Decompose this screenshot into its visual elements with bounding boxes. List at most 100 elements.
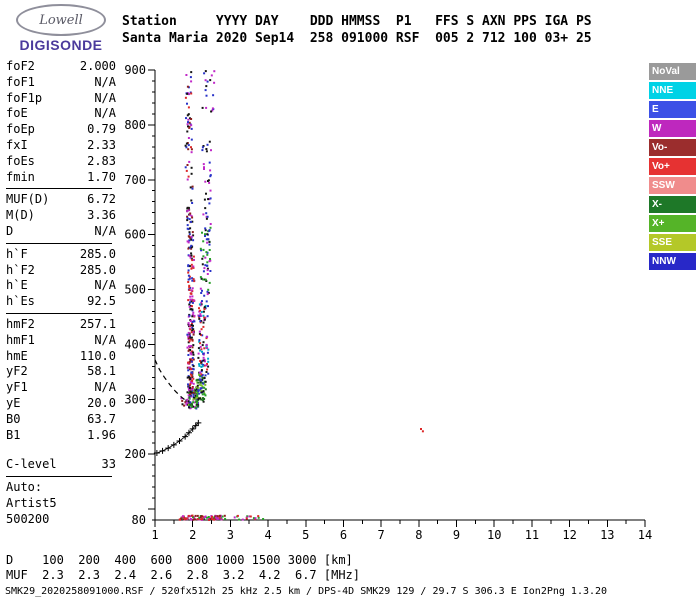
param-label: D — [6, 223, 14, 238]
param-row-hes: h`Es 92.5 — [6, 294, 116, 310]
param-row-foe: foE N/A — [6, 106, 116, 122]
param-row-clevel: C-level 33 — [6, 457, 116, 473]
param-row-hme: hmE 110.0 — [6, 349, 116, 365]
param-label: fmin — [6, 169, 35, 184]
doppler-direction-legend: NoVal NNE E W Vo- Vo+ SSW X- X+ SSE NNW — [649, 63, 696, 272]
svg-text:900: 900 — [124, 63, 146, 77]
param-value: 110.0 — [79, 348, 116, 363]
param-row-500200: 500200 — [6, 512, 116, 528]
param-label: h`F — [6, 246, 28, 261]
param-row-yf2: yF2 58.1 — [6, 364, 116, 380]
param-row-fmin: fmin 1.70 — [6, 170, 116, 186]
param-value: 285.0 — [79, 246, 116, 261]
param-label: h`E — [6, 278, 28, 293]
header-station-values: Santa Maria 2020 Sep14 258 091000 RSF 00… — [122, 31, 592, 46]
param-value: N/A — [94, 278, 116, 293]
param-row-hf: h`F 285.0 — [6, 247, 116, 263]
param-value: N/A — [94, 106, 116, 121]
svg-text:14: 14 — [638, 528, 652, 542]
param-label: C-level — [6, 457, 57, 472]
svg-text:500: 500 — [124, 283, 146, 297]
parameter-panel: foF2 2.000 foF1 N/A foF1p N/A foE N/A foEp 0.79 fx… — [6, 59, 116, 528]
param-row-artist5: Artist5 — [6, 496, 116, 512]
svg-text:200: 200 — [124, 447, 146, 461]
param-separator — [6, 312, 112, 314]
param-label: foF1p — [6, 90, 43, 105]
param-value: 257.1 — [79, 316, 116, 331]
param-label: Auto: — [6, 480, 43, 495]
svg-text:700: 700 — [124, 173, 146, 187]
param-row-hmf2: hmF2 257.1 — [6, 317, 116, 333]
param-label: hmF1 — [6, 332, 35, 347]
param-row-auto: Auto: — [6, 480, 116, 496]
param-label: B1 — [6, 427, 21, 442]
svg-text:10: 10 — [487, 528, 501, 542]
legend-item-x: X+ — [649, 215, 696, 232]
station-header: Station YYYY DAY DDD HMMSS P1 FFS S AXN … — [122, 13, 592, 47]
legend-item-nnw: NNW — [649, 253, 696, 270]
param-label: 500200 — [6, 511, 50, 526]
param-label: hmE — [6, 348, 28, 363]
param-label: foEp — [6, 122, 35, 137]
param-value: 92.5 — [87, 294, 116, 309]
param-value: 20.0 — [87, 395, 116, 410]
param-row-hmf1: hmF1 N/A — [6, 333, 116, 349]
param-value: 1.96 — [87, 427, 116, 442]
param-value: N/A — [94, 74, 116, 89]
legend-item-nne: NNE — [649, 82, 696, 99]
param-label: yF2 — [6, 364, 28, 379]
svg-text:13: 13 — [600, 528, 614, 542]
param-value: 2.83 — [87, 153, 116, 168]
param-label: foF1 — [6, 74, 35, 89]
param-row-yf1: yF1 N/A — [6, 380, 116, 396]
param-label: MUF(D) — [6, 192, 50, 207]
header-column-titles: Station YYYY DAY DDD HMMSS P1 FFS S AXN … — [122, 14, 592, 29]
param-value: 58.1 — [87, 364, 116, 379]
svg-text:6: 6 — [340, 528, 347, 542]
param-row-ye: yE 20.0 — [6, 396, 116, 412]
param-value: N/A — [94, 380, 116, 395]
param-label: B0 — [6, 411, 21, 426]
svg-text:400: 400 — [124, 337, 146, 351]
param-label: foE — [6, 106, 28, 121]
param-row-fxi: fxI 2.33 — [6, 138, 116, 154]
param-separator — [6, 476, 112, 478]
param-value: N/A — [94, 223, 116, 238]
param-value: 6.72 — [87, 192, 116, 207]
param-value: 1.70 — [87, 169, 116, 184]
param-label: h`F2 — [6, 262, 35, 277]
svg-text:5: 5 — [302, 528, 309, 542]
param-label: M(D) — [6, 208, 35, 223]
lowell-logo-oval: Lowell — [16, 4, 106, 36]
svg-text:600: 600 — [124, 228, 146, 242]
param-label: h`Es — [6, 294, 35, 309]
param-separator — [6, 242, 112, 244]
legend-item-vo: Vo- — [649, 139, 696, 156]
param-row-hf2: h`F2 285.0 — [6, 263, 116, 279]
param-row-fof2: foF2 2.000 — [6, 59, 116, 75]
svg-text:2: 2 — [189, 528, 196, 542]
param-label: fxI — [6, 137, 28, 152]
legend-item-ssw: SSW — [649, 177, 696, 194]
svg-text:12: 12 — [562, 528, 576, 542]
param-value: N/A — [94, 332, 116, 347]
lowell-logo: Lowell DIGISONDE — [8, 4, 114, 53]
param-label: Artist5 — [6, 495, 57, 510]
digisonde-logo-text: DIGISONDE — [19, 37, 103, 53]
param-label: foF2 — [6, 59, 35, 73]
svg-text:1: 1 — [151, 528, 158, 542]
svg-text:4: 4 — [264, 528, 271, 542]
muf-distance-table: D 100 200 400 600 800 1000 1500 3000 [km… — [6, 553, 361, 582]
param-value: N/A — [94, 90, 116, 105]
param-label: foEs — [6, 153, 35, 168]
param-row-mufd: MUF(D) 6.72 — [6, 192, 116, 208]
param-value: 0.79 — [87, 122, 116, 137]
param-value: 285.0 — [79, 262, 116, 277]
param-row-he: h`E N/A — [6, 278, 116, 294]
status-bar: SMK29_2020258091000.RSF / 520fx512h 25 k… — [5, 586, 608, 597]
param-value: 63.7 — [87, 411, 116, 426]
param-label: yE — [6, 395, 21, 410]
param-row-fof1p: foF1p N/A — [6, 91, 116, 107]
svg-text:300: 300 — [124, 392, 146, 406]
param-value: 3.36 — [87, 208, 116, 223]
